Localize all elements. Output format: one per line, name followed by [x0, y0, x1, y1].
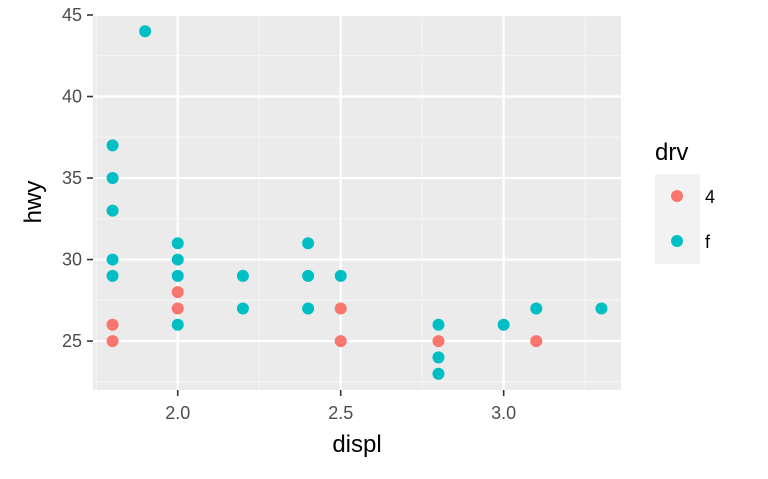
data-point-f	[334, 269, 347, 282]
data-point-f	[106, 269, 119, 282]
data-point-f	[497, 318, 510, 331]
x-tick-label: 2.5	[328, 403, 353, 423]
data-point-f	[106, 172, 119, 185]
legend-swatch-f	[671, 235, 683, 247]
data-point-f	[302, 269, 315, 282]
data-point-f	[432, 367, 445, 380]
data-points	[106, 25, 608, 380]
y-axis-title: hwy	[20, 181, 47, 224]
data-point-4	[171, 302, 184, 315]
data-point-f	[171, 237, 184, 250]
data-point-4	[334, 335, 347, 348]
y-tick-label: 25	[62, 331, 82, 351]
data-point-4	[106, 335, 119, 348]
data-point-f	[171, 269, 184, 282]
x-tick-label: 3.0	[491, 403, 516, 423]
data-point-f	[171, 253, 184, 266]
data-point-f	[302, 237, 315, 250]
data-point-f	[530, 302, 543, 315]
data-point-4	[432, 335, 445, 348]
data-point-f	[106, 204, 119, 217]
x-axis-title: displ	[332, 431, 381, 458]
y-tick-label: 30	[62, 250, 82, 270]
legend: drv 4 f	[655, 139, 715, 264]
data-point-4	[106, 318, 119, 331]
data-point-4	[171, 286, 184, 299]
legend-label: 4	[705, 187, 715, 207]
data-point-f	[236, 302, 249, 315]
data-point-f	[106, 139, 119, 152]
y-axis: 25 30 35 40 45	[62, 5, 93, 351]
data-point-4	[334, 302, 347, 315]
data-point-f	[139, 25, 152, 38]
data-point-f	[236, 269, 249, 282]
y-tick-label: 40	[62, 87, 82, 107]
legend-title: drv	[655, 139, 688, 166]
y-tick-label: 35	[62, 168, 82, 188]
data-point-f	[432, 318, 445, 331]
data-point-4	[530, 335, 543, 348]
legend-swatch-4	[671, 190, 683, 202]
plot-panel	[93, 15, 621, 390]
data-point-f	[432, 351, 445, 364]
x-tick-label: 2.0	[165, 403, 190, 423]
data-point-f	[302, 302, 315, 315]
data-point-f	[595, 302, 608, 315]
legend-label: f	[705, 232, 711, 252]
data-point-f	[171, 318, 184, 331]
y-tick-label: 45	[62, 5, 82, 25]
minor-grid	[93, 15, 621, 390]
x-axis: 2.0 2.5 3.0	[165, 390, 516, 423]
data-point-f	[106, 253, 119, 266]
